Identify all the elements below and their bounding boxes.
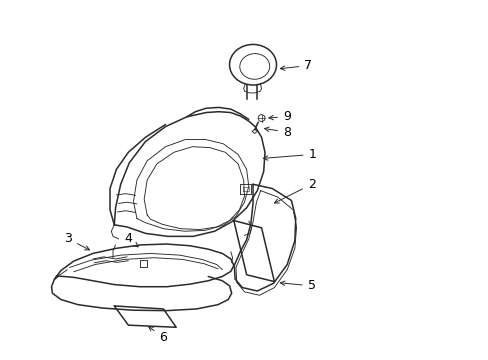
Text: 4: 4	[124, 233, 138, 247]
Text: 9: 9	[268, 110, 290, 123]
Text: 2: 2	[274, 178, 315, 203]
Text: 5: 5	[280, 279, 315, 292]
Text: 7: 7	[280, 59, 312, 72]
Text: 3: 3	[64, 233, 89, 250]
Text: 8: 8	[264, 126, 290, 139]
Text: 1: 1	[263, 148, 316, 161]
Text: 6: 6	[148, 327, 166, 343]
